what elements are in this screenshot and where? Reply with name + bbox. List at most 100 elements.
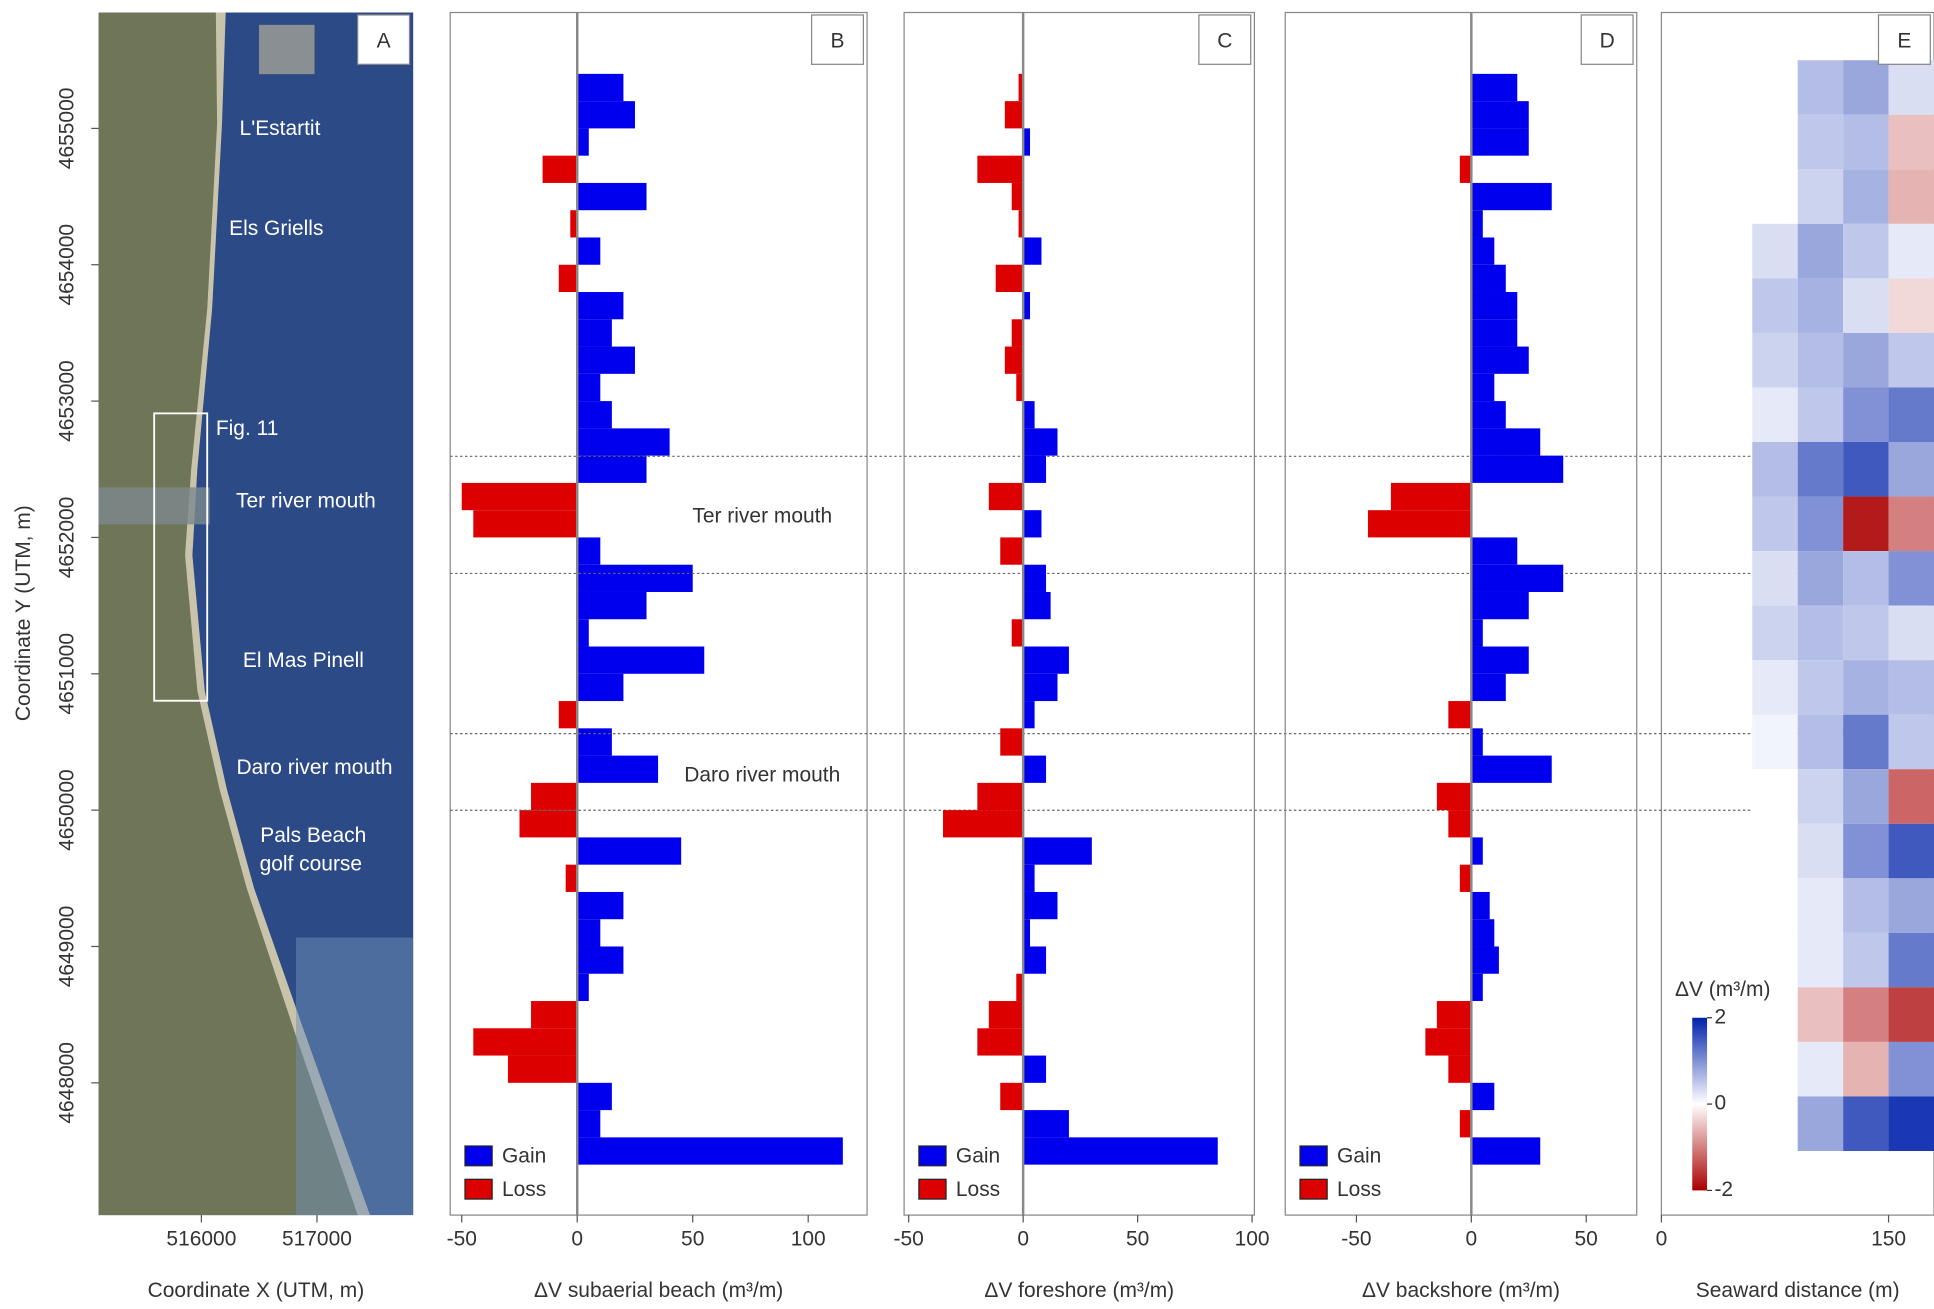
bar: [977, 155, 1024, 183]
bar: [1023, 401, 1035, 429]
panel-frame: [1284, 11, 1638, 1216]
y-tick-label: 4649000: [55, 906, 78, 988]
bar: [1023, 946, 1047, 974]
bar: [1471, 428, 1541, 456]
bar: [558, 701, 578, 729]
bar: [1471, 973, 1483, 1002]
bar: [577, 1110, 601, 1138]
bar: [1018, 73, 1024, 102]
bar: [1023, 1137, 1218, 1165]
heat-cell: [1843, 551, 1889, 606]
bar: [1471, 455, 1564, 483]
heat-cell: [1888, 932, 1934, 988]
legend-swatch: [918, 1145, 947, 1167]
heat-cell: [1843, 878, 1889, 933]
x-axis-label: ΔV backshore (m³/m): [1362, 1279, 1560, 1302]
y-tick-label: 4652000: [55, 497, 78, 579]
heat-cell: [1752, 223, 1798, 279]
x-tick-label: 50: [1126, 1227, 1149, 1250]
place-label: Fig. 11: [216, 417, 279, 440]
heat-cell: [1797, 605, 1844, 661]
bar: [577, 919, 601, 947]
bar: [977, 1028, 1024, 1056]
bar: [565, 864, 578, 892]
x-tick-label: 516000: [166, 1227, 236, 1250]
bar: [577, 292, 624, 320]
heat-cell: [1797, 660, 1844, 715]
bar: [577, 401, 612, 429]
annotation: Daro river mouth: [684, 764, 840, 787]
heat-cell: [1797, 169, 1844, 224]
bar: [577, 537, 601, 565]
heat-cell: [1797, 441, 1844, 497]
heat-cell: [1888, 278, 1934, 333]
x-tick-label: 0: [1656, 1227, 1668, 1250]
place-label: Els Griells: [229, 217, 323, 240]
bar: [531, 1001, 578, 1029]
x-axis-label: ΔV foreshore (m³/m): [984, 1279, 1174, 1302]
heat-cell: [1752, 987, 1798, 1042]
legend-label: Gain: [502, 1145, 546, 1168]
bar: [1023, 701, 1035, 729]
heat-cell: [1797, 987, 1844, 1042]
heat-cell: [1888, 60, 1934, 115]
bar: [1471, 891, 1490, 920]
heat-cell: [1888, 1041, 1934, 1097]
bar: [1367, 510, 1472, 538]
heat-cell: [1797, 114, 1844, 170]
bar: [1023, 864, 1035, 892]
bar: [577, 755, 659, 783]
heat-cell: [1843, 387, 1889, 442]
heat-cell: [1797, 878, 1844, 933]
bar: [1436, 782, 1472, 811]
bar: [1471, 73, 1518, 102]
bar: [1471, 182, 1552, 211]
legend-label: Gain: [956, 1145, 1000, 1168]
bar: [577, 891, 624, 920]
heat-cell: [1797, 932, 1844, 988]
panel-frame: [449, 11, 868, 1216]
heat-cell: [1752, 60, 1798, 115]
bar: [1425, 1028, 1472, 1056]
bar: [1000, 728, 1024, 756]
heat-cell: [1888, 878, 1934, 933]
legend-swatch: [464, 1178, 493, 1200]
heat-cell: [1752, 1096, 1798, 1152]
bar: [1471, 919, 1495, 947]
bar: [1471, 1137, 1541, 1165]
heat-cell: [1843, 769, 1889, 824]
bar: [1018, 210, 1024, 238]
x-axis-label: ΔV subaerial beach (m³/m): [534, 1279, 783, 1302]
bar: [1023, 1110, 1069, 1138]
heat-cell: [1843, 60, 1889, 115]
heat-cell: [1888, 332, 1934, 388]
place-label: El Mas Pinell: [243, 649, 364, 672]
bar: [1471, 101, 1529, 129]
aerial-photo: [98, 12, 414, 1216]
bar: [1471, 346, 1529, 374]
x-tick-label: 0: [1017, 1227, 1029, 1250]
heat-cell: [1888, 769, 1934, 824]
bar: [1471, 128, 1529, 156]
bar: [577, 591, 647, 620]
heat-cell: [1888, 169, 1934, 224]
heat-cell: [1752, 551, 1798, 606]
heat-cell: [1843, 278, 1889, 333]
x-tick-label: -50: [447, 1227, 477, 1250]
bar: [1011, 319, 1024, 347]
panel-letter-box: [810, 14, 865, 65]
bar: [577, 319, 612, 347]
bar: [1023, 673, 1058, 702]
place-label: L'Estartit: [240, 117, 321, 140]
bar: [577, 237, 601, 265]
bar: [473, 1028, 578, 1056]
bar: [1023, 755, 1047, 783]
bar: [1000, 1082, 1024, 1111]
heat-cell: [1797, 496, 1844, 552]
heat-cell: [1888, 605, 1934, 661]
y-tick-label: 4648000: [55, 1042, 78, 1124]
heat-cell: [1797, 769, 1844, 824]
bar: [1471, 210, 1483, 238]
heat-cell: [1843, 823, 1889, 879]
heat-cell: [1752, 823, 1798, 879]
